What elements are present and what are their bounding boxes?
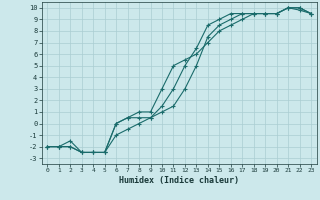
X-axis label: Humidex (Indice chaleur): Humidex (Indice chaleur) [119, 176, 239, 185]
